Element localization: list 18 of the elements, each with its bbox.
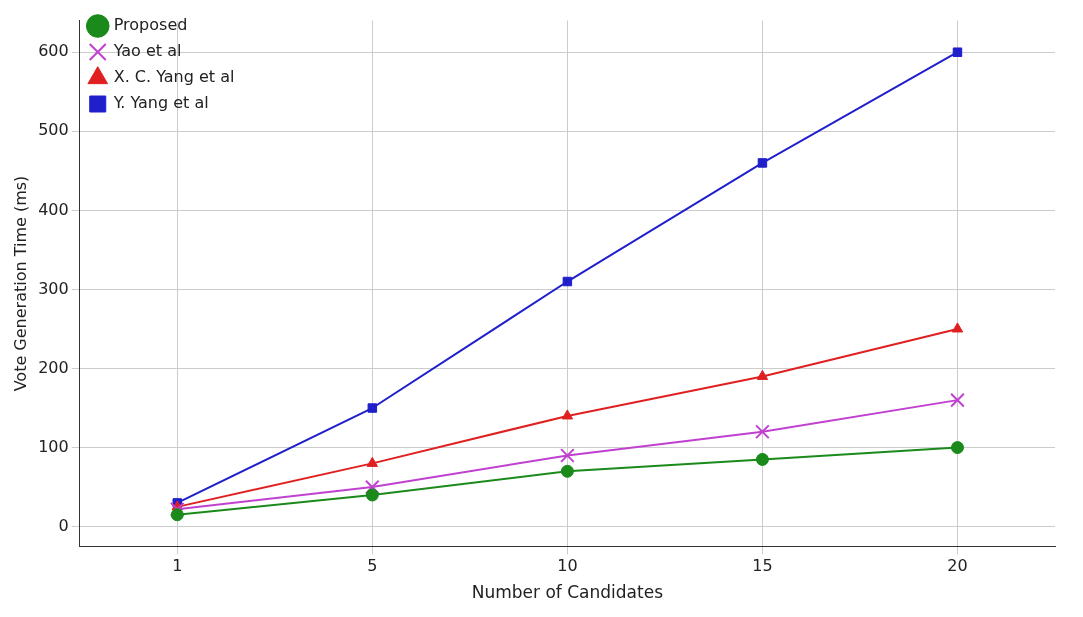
- legend-label: Proposed: [113, 15, 188, 35]
- y-tick-label: 200: [38, 357, 69, 377]
- x-tick-label: 20: [947, 556, 968, 576]
- y-axis-title: Vote Generation Time (ms): [10, 175, 30, 392]
- y-tick-label: 300: [38, 278, 69, 298]
- x-tick-label: 5: [367, 556, 378, 576]
- x-tick-label: 10: [557, 556, 578, 576]
- x-tick-label: 1: [172, 556, 183, 576]
- x-axis-title: Number of Candidates: [471, 582, 664, 603]
- legend-label: Y. Yang et al: [112, 93, 209, 113]
- y-tick-label: 600: [38, 41, 69, 61]
- y-tick-label: 500: [38, 120, 69, 140]
- y-tick-label: 100: [38, 436, 69, 456]
- x-tick-label: 15: [752, 556, 773, 576]
- y-tick-label: 0: [58, 515, 69, 535]
- legend-label: X. C. Yang et al: [113, 67, 235, 87]
- y-tick-label: 400: [38, 199, 69, 219]
- legend-label: Yao et al: [112, 41, 182, 61]
